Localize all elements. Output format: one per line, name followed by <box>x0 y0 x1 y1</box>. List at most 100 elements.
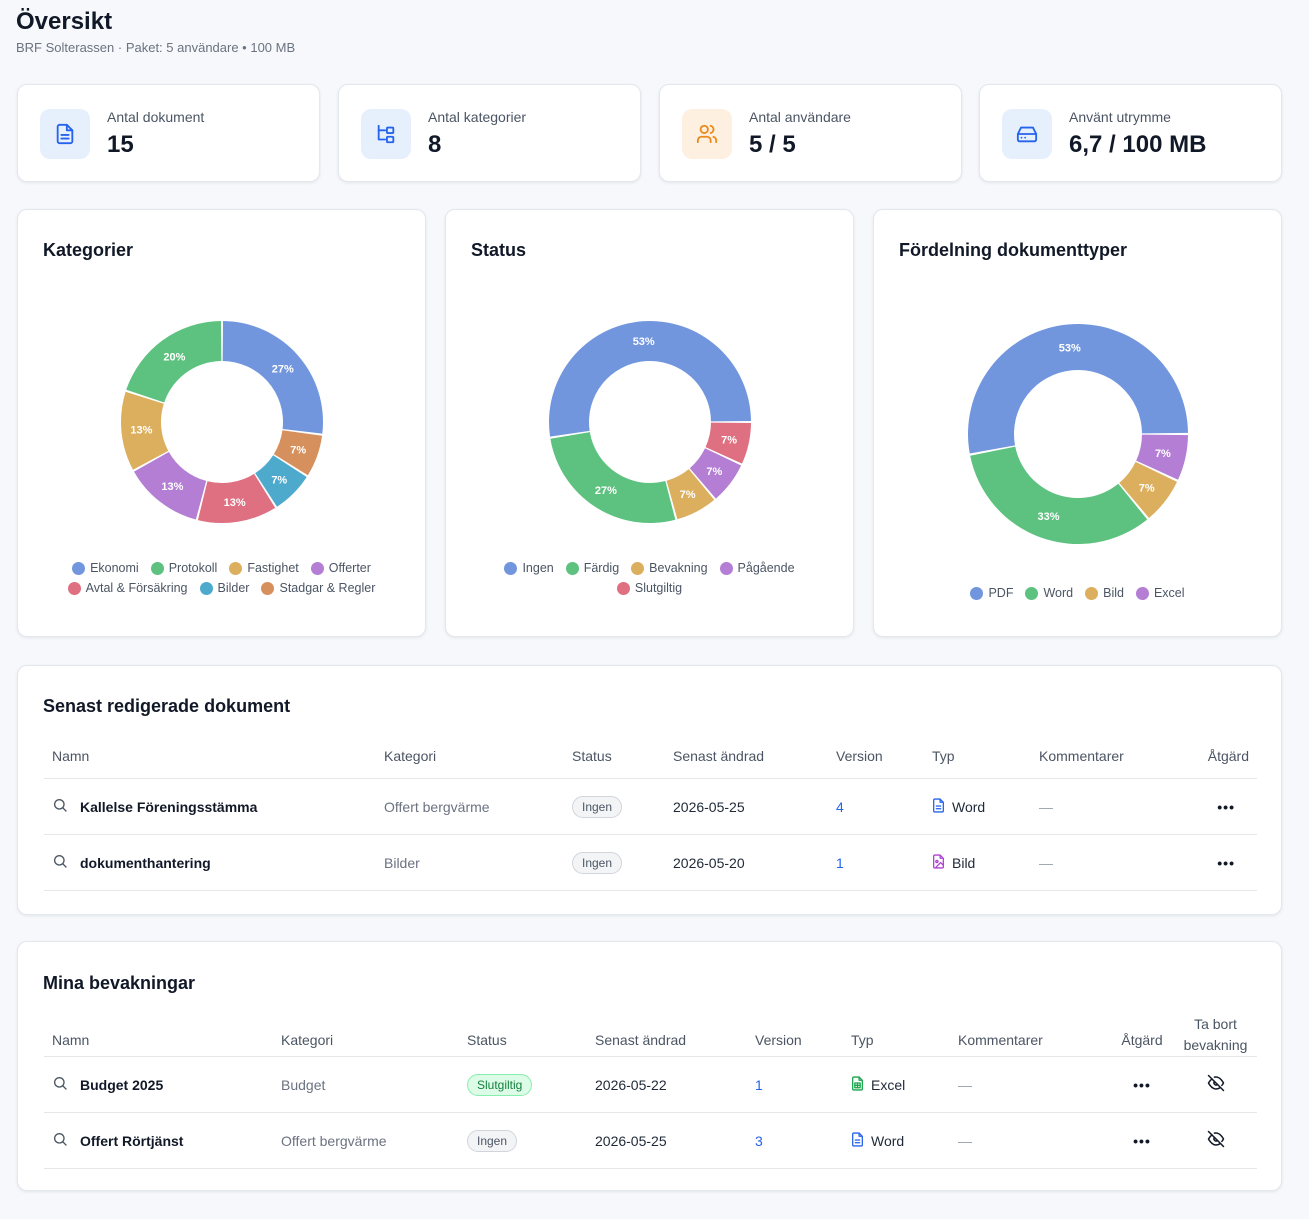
donut-slice-slutgiltig[interactable] <box>705 422 751 464</box>
donut-slice-protokoll[interactable] <box>126 321 222 403</box>
legend-item[interactable]: Ekonomi <box>72 561 139 575</box>
column-header-name[interactable]: Namn <box>44 746 376 779</box>
donut-slice-excel[interactable] <box>1136 434 1188 480</box>
document-name-link[interactable]: Offert Rörtjänst <box>80 1132 184 1149</box>
users-icon <box>682 109 732 159</box>
column-header-type[interactable]: Typ <box>924 746 1031 779</box>
stat-card-storage: Använt utrymme 6,7 / 100 MB <box>979 84 1282 182</box>
more-actions-button[interactable]: ••• <box>1217 854 1235 871</box>
donut-slice-färdig[interactable] <box>550 432 676 523</box>
donut-slice-pågående[interactable] <box>689 448 742 499</box>
legend-item[interactable]: Word <box>1025 586 1073 600</box>
comments-cell: — <box>1031 834 1171 891</box>
column-header-comments[interactable]: Kommentarer <box>1031 746 1171 779</box>
slice-percent-label: 33% <box>1038 511 1060 523</box>
legend-item[interactable]: Avtal & Försäkring <box>67 581 188 595</box>
section-title: Senast redigerade dokument <box>43 696 291 716</box>
legend-item[interactable]: Fastighet <box>229 561 299 575</box>
file-type-label: Excel <box>871 1076 906 1093</box>
donut-slice-bevakning[interactable] <box>666 469 715 520</box>
legend-item[interactable]: Bilder <box>199 581 250 595</box>
legend-dot <box>1135 586 1149 600</box>
stat-value: 15 <box>107 131 134 158</box>
legend-dot <box>631 561 645 575</box>
slice-percent-label: 7% <box>680 489 696 501</box>
eye-off-icon[interactable] <box>1207 1130 1225 1151</box>
document-name-link[interactable]: Kallelse Föreningsstämma <box>80 798 258 815</box>
modified-date-cell: 2026-05-25 <box>665 778 828 835</box>
version-link[interactable]: 4 <box>828 778 924 835</box>
table-row[interactable]: Offert Rörtjänst Offert bergvärme Ingen … <box>44 1112 1257 1169</box>
donut-slice-fastighet[interactable] <box>121 391 169 470</box>
column-header-comments[interactable]: Kommentarer <box>950 1014 1110 1057</box>
column-header-modified[interactable]: Senast ändrad <box>587 1014 747 1057</box>
my-watches-table: Namn Kategori Status Senast ändrad Versi… <box>44 1014 1257 1169</box>
legend-item[interactable]: Protokoll <box>150 561 218 575</box>
slice-percent-label: 27% <box>272 363 294 375</box>
column-header-modified[interactable]: Senast ändrad <box>665 746 828 779</box>
legend-item[interactable]: Excel <box>1135 586 1185 600</box>
legend-item[interactable]: Ingen <box>504 561 554 575</box>
chart-card-status: Status 7% 7% 7% 27% 53% Ingen Färdig Bevakning… <box>445 209 854 637</box>
column-header-status[interactable]: Status <box>459 1014 587 1057</box>
column-header-remove-line2: bevakning <box>1183 1037 1248 1053</box>
legend-label: Avtal & Försäkring <box>85 581 188 595</box>
eye-off-icon[interactable] <box>1207 1074 1225 1095</box>
table-row[interactable]: Kallelse Föreningsstämma Offert bergvärm… <box>44 778 1257 835</box>
column-header-category[interactable]: Kategori <box>273 1014 459 1057</box>
version-link[interactable]: 1 <box>747 1056 843 1113</box>
status-badge: Ingen <box>467 1129 518 1152</box>
chart-card-categories: Kategorier 27% 7% 7% 13% 13% 13% 20% Ekonomi Pr… <box>17 209 426 637</box>
legend-item[interactable]: Bevakning <box>631 561 708 575</box>
word-file-icon <box>851 1131 864 1150</box>
legend-item[interactable]: Slutgiltig <box>616 581 682 595</box>
column-header-name[interactable]: Namn <box>44 1014 273 1057</box>
search-icon[interactable] <box>52 1075 68 1094</box>
legend-label: Protokoll <box>168 561 218 575</box>
search-icon[interactable] <box>52 797 68 816</box>
slice-percent-label: 27% <box>595 485 617 497</box>
search-icon[interactable] <box>52 853 68 872</box>
legend-label: Bilder <box>217 581 250 595</box>
legend-item[interactable]: Stadgar & Regler <box>261 581 375 595</box>
more-actions-button[interactable]: ••• <box>1217 798 1235 815</box>
donut-slice-bilder[interactable] <box>255 455 307 507</box>
donut-slice-word[interactable] <box>970 446 1148 544</box>
legend-item[interactable]: Pågående <box>719 561 795 575</box>
legend-item[interactable]: PDF <box>970 586 1013 600</box>
column-header-type[interactable]: Typ <box>843 1014 950 1057</box>
search-icon[interactable] <box>52 1131 68 1150</box>
slice-percent-label: 13% <box>161 481 183 493</box>
donut-slice-offerter[interactable] <box>134 451 207 520</box>
legend-item[interactable]: Bild <box>1085 586 1124 600</box>
legend-dot <box>719 561 733 575</box>
donut-slice-bild[interactable] <box>1119 461 1178 519</box>
comments-cell: — <box>950 1056 1110 1113</box>
column-header-version[interactable]: Version <box>747 1014 843 1057</box>
donut-slice-avtal-försäkring[interactable] <box>197 473 276 523</box>
more-actions-button[interactable]: ••• <box>1133 1076 1151 1093</box>
column-header-status[interactable]: Status <box>564 746 665 779</box>
donut-slice-stadgar-regler[interactable] <box>273 430 323 476</box>
legend-item[interactable]: Offerter <box>310 561 371 575</box>
column-header-category[interactable]: Kategori <box>376 746 564 779</box>
donut-slice-pdf[interactable] <box>968 323 1188 454</box>
column-header-version[interactable]: Version <box>828 746 924 779</box>
table-row[interactable]: Budget 2025 Budget Slutgiltig 2026-05-22… <box>44 1056 1257 1113</box>
modified-date-cell: 2026-05-22 <box>587 1056 747 1113</box>
more-actions-button[interactable]: ••• <box>1133 1132 1151 1149</box>
donut-slice-ingen[interactable] <box>549 321 751 437</box>
legend-item[interactable]: Färdig <box>565 561 619 575</box>
document-name-link[interactable]: Budget 2025 <box>80 1076 164 1093</box>
stat-label: Antal användare <box>749 109 851 125</box>
document-name-link[interactable]: dokumenthantering <box>80 854 211 871</box>
table-row[interactable]: dokumenthantering Bilder Ingen 2026-05-2… <box>44 834 1257 891</box>
version-link[interactable]: 3 <box>747 1112 843 1169</box>
slice-percent-label: 7% <box>721 434 737 446</box>
column-header-remove-watch: Ta bort bevakning <box>1174 1014 1257 1057</box>
version-link[interactable]: 1 <box>828 834 924 891</box>
donut-slice-ekonomi[interactable] <box>222 321 324 434</box>
chart-legend: Ingen Färdig Bevakning Pågående Slutgiltig <box>486 561 813 595</box>
stat-card-users: Antal användare 5 / 5 <box>659 84 962 182</box>
chart-title: Status <box>471 240 527 260</box>
